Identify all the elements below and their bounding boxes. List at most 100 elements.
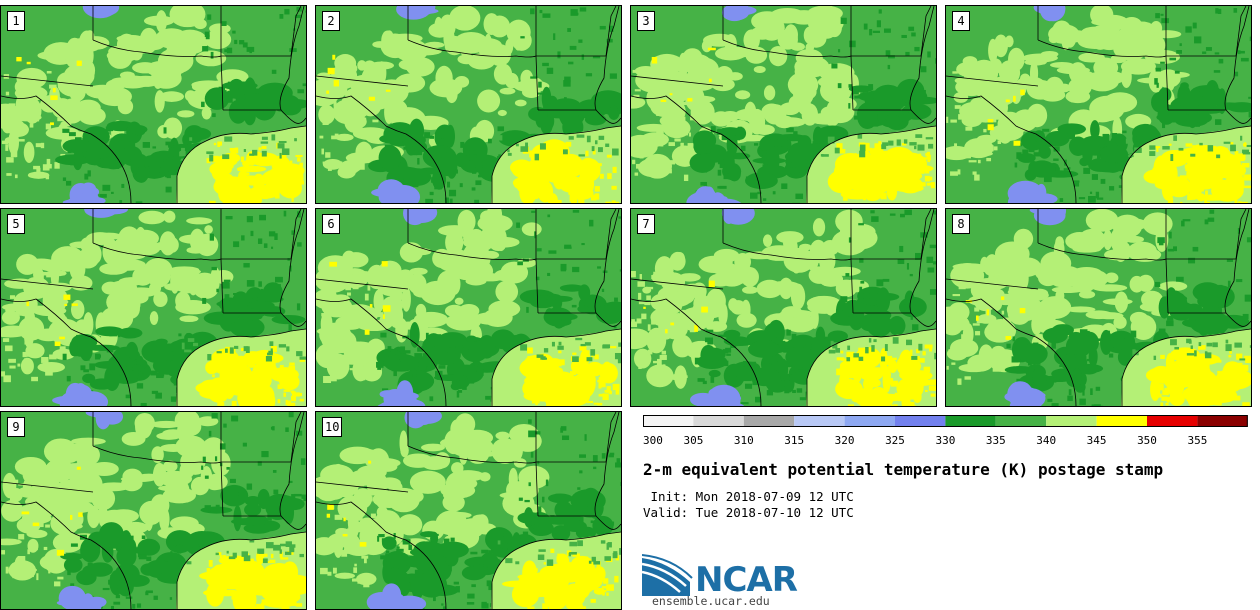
dark-green-speckle [189, 342, 194, 350]
light-green-region [795, 48, 823, 67]
dark-green-speckle [1067, 395, 1073, 402]
yellow-speckle [856, 365, 865, 372]
yellow-speckle [1244, 142, 1247, 147]
yellow-speckle [260, 602, 265, 609]
yellow-speckle [539, 375, 544, 381]
yellow-speckle [529, 375, 533, 382]
light-green-region [1099, 14, 1129, 31]
light-green-region [499, 87, 516, 95]
dark-green-speckle [1160, 13, 1164, 16]
dark-green-speckle [781, 183, 788, 190]
yellow-speckle [1245, 356, 1251, 364]
dark-green-speckle [579, 470, 583, 474]
light-green-region [57, 73, 91, 97]
light-green-speckle [653, 360, 658, 364]
dark-green-speckle [403, 178, 410, 184]
dark-green-speckle [271, 69, 277, 74]
shelf-speckle [229, 347, 234, 354]
light-green-speckle [985, 358, 992, 365]
dark-green-speckle [502, 540, 506, 544]
dark-green-speckle [471, 187, 476, 191]
dark-green-region [1099, 145, 1127, 161]
yellow-speckle [221, 395, 226, 402]
shelf-speckle [925, 137, 934, 140]
light-green-region [1078, 52, 1105, 63]
light-green-speckle [357, 577, 365, 584]
yellow-region [1186, 353, 1221, 366]
light-green-speckle [975, 331, 981, 336]
light-green-region [392, 321, 429, 330]
yellow-speckle [59, 336, 65, 340]
dark-green-speckle [1155, 67, 1161, 72]
dark-green-speckle [528, 430, 536, 438]
dark-green-speckle [438, 148, 445, 152]
dark-green-speckle [170, 551, 173, 554]
yellow-speckle [1208, 394, 1212, 401]
yellow-speckle [1190, 195, 1196, 200]
coastline [1225, 109, 1251, 124]
dark-green-speckle [295, 430, 303, 436]
shelf-speckle [1149, 151, 1156, 157]
dark-green-speckle [592, 55, 601, 59]
light-green-region [1066, 306, 1096, 313]
dark-green-speckle [284, 8, 290, 15]
yellow-speckle [606, 592, 609, 596]
dark-green-speckle [1205, 47, 1212, 51]
yellow-speckle [872, 370, 880, 377]
light-green-speckle [367, 283, 371, 291]
yellow-speckle [535, 402, 538, 406]
light-green-speckle [320, 567, 328, 575]
light-green-region [175, 300, 211, 315]
yellow-speckle [542, 389, 547, 394]
shelf-speckle [184, 349, 192, 353]
yellow-speckle [538, 188, 546, 194]
yellow-speckle [381, 261, 388, 267]
light-green-region [384, 100, 394, 124]
yellow-speckle [224, 346, 231, 350]
light-green-speckle [993, 115, 997, 123]
yellow-speckle [249, 374, 255, 379]
dark-green-speckle [425, 198, 434, 203]
dark-green-speckle [883, 28, 891, 33]
international-border [631, 95, 762, 203]
dark-green-speckle [214, 456, 218, 462]
yellow-region [902, 380, 921, 392]
dark-green-speckle [1028, 148, 1035, 153]
light-green-speckle [656, 128, 664, 134]
yellow-speckle [893, 404, 898, 406]
light-green-speckle [656, 113, 661, 116]
light-green-speckle [330, 83, 335, 90]
yellow-speckle [924, 344, 933, 349]
light-green-region [761, 103, 782, 120]
dark-green-speckle [238, 492, 244, 496]
yellow-speckle [1186, 157, 1190, 161]
light-green-speckle [16, 308, 22, 314]
dark-green-speckle [221, 281, 230, 289]
yellow-speckle [1171, 351, 1177, 355]
light-green-speckle [635, 163, 640, 169]
yellow-speckle [1229, 349, 1232, 354]
blue-region [1015, 388, 1046, 406]
light-green-speckle [356, 152, 360, 159]
dark-green-speckle [201, 101, 205, 108]
yellow-speckle [221, 176, 224, 182]
yellow-speckle [599, 173, 604, 179]
dark-green-speckle [446, 148, 449, 154]
dark-green-speckle [579, 454, 586, 458]
dark-green-speckle [918, 89, 926, 97]
yellow-speckle [557, 142, 564, 148]
dark-green-speckle [275, 276, 283, 283]
dark-green-speckle [126, 535, 134, 541]
light-green-region [97, 86, 132, 107]
light-green-region [1, 103, 23, 129]
yellow-speckle [299, 180, 305, 185]
yellow-speckle [549, 372, 555, 375]
yellow-speckle [231, 182, 238, 189]
yellow-speckle [570, 371, 577, 375]
yellow-speckle [239, 380, 247, 386]
light-green-speckle [327, 483, 335, 486]
dark-green-speckle [882, 278, 890, 282]
yellow-speckle [886, 366, 891, 369]
light-green-speckle [971, 358, 978, 364]
dark-green-speckle [827, 129, 832, 133]
